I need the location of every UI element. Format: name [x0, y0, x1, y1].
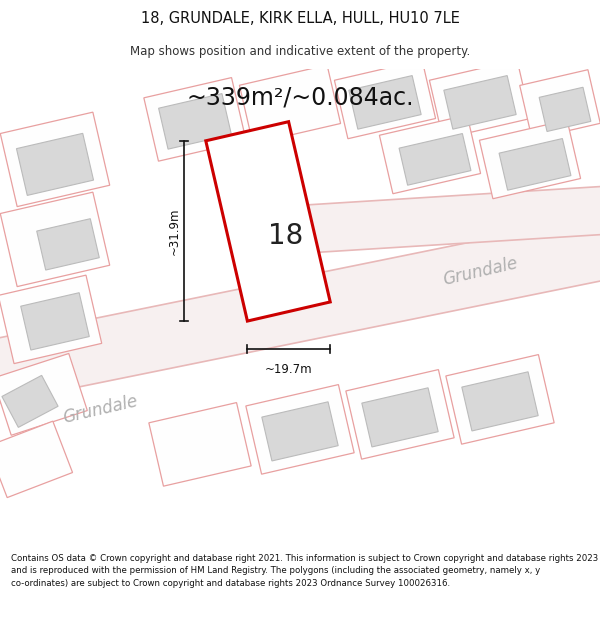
Polygon shape	[362, 388, 438, 447]
Polygon shape	[479, 120, 581, 199]
Polygon shape	[499, 139, 571, 190]
Polygon shape	[0, 192, 110, 287]
Polygon shape	[16, 133, 94, 196]
Polygon shape	[37, 219, 99, 270]
Polygon shape	[334, 60, 436, 139]
Polygon shape	[446, 354, 554, 444]
Polygon shape	[158, 94, 232, 149]
Text: 18: 18	[268, 222, 304, 251]
Text: Grundale: Grundale	[441, 254, 519, 289]
Polygon shape	[379, 115, 481, 194]
Polygon shape	[462, 372, 538, 431]
Polygon shape	[0, 213, 600, 406]
Polygon shape	[444, 76, 516, 129]
Text: Grundale: Grundale	[61, 392, 139, 427]
Polygon shape	[0, 275, 102, 364]
Polygon shape	[299, 186, 600, 253]
Polygon shape	[349, 76, 421, 129]
Polygon shape	[149, 402, 251, 486]
Text: Map shows position and indicative extent of the property.: Map shows position and indicative extent…	[130, 45, 470, 58]
Polygon shape	[539, 88, 591, 131]
Text: ~339m²/~0.084ac.: ~339m²/~0.084ac.	[186, 86, 414, 109]
Polygon shape	[430, 60, 530, 139]
Polygon shape	[0, 354, 88, 435]
Text: ~31.9m: ~31.9m	[167, 207, 180, 254]
Polygon shape	[399, 134, 471, 185]
Polygon shape	[520, 70, 600, 139]
Polygon shape	[0, 112, 110, 207]
Polygon shape	[21, 292, 89, 350]
Text: ~19.7m: ~19.7m	[265, 363, 313, 376]
Text: 18, GRUNDALE, KIRK ELLA, HULL, HU10 7LE: 18, GRUNDALE, KIRK ELLA, HULL, HU10 7LE	[140, 11, 460, 26]
Polygon shape	[2, 376, 58, 428]
Text: Contains OS data © Crown copyright and database right 2021. This information is : Contains OS data © Crown copyright and d…	[11, 554, 598, 588]
Polygon shape	[346, 369, 454, 459]
Polygon shape	[239, 65, 341, 144]
Polygon shape	[206, 122, 330, 321]
Polygon shape	[144, 78, 246, 161]
Polygon shape	[0, 421, 73, 498]
Polygon shape	[246, 384, 354, 474]
Polygon shape	[262, 402, 338, 461]
